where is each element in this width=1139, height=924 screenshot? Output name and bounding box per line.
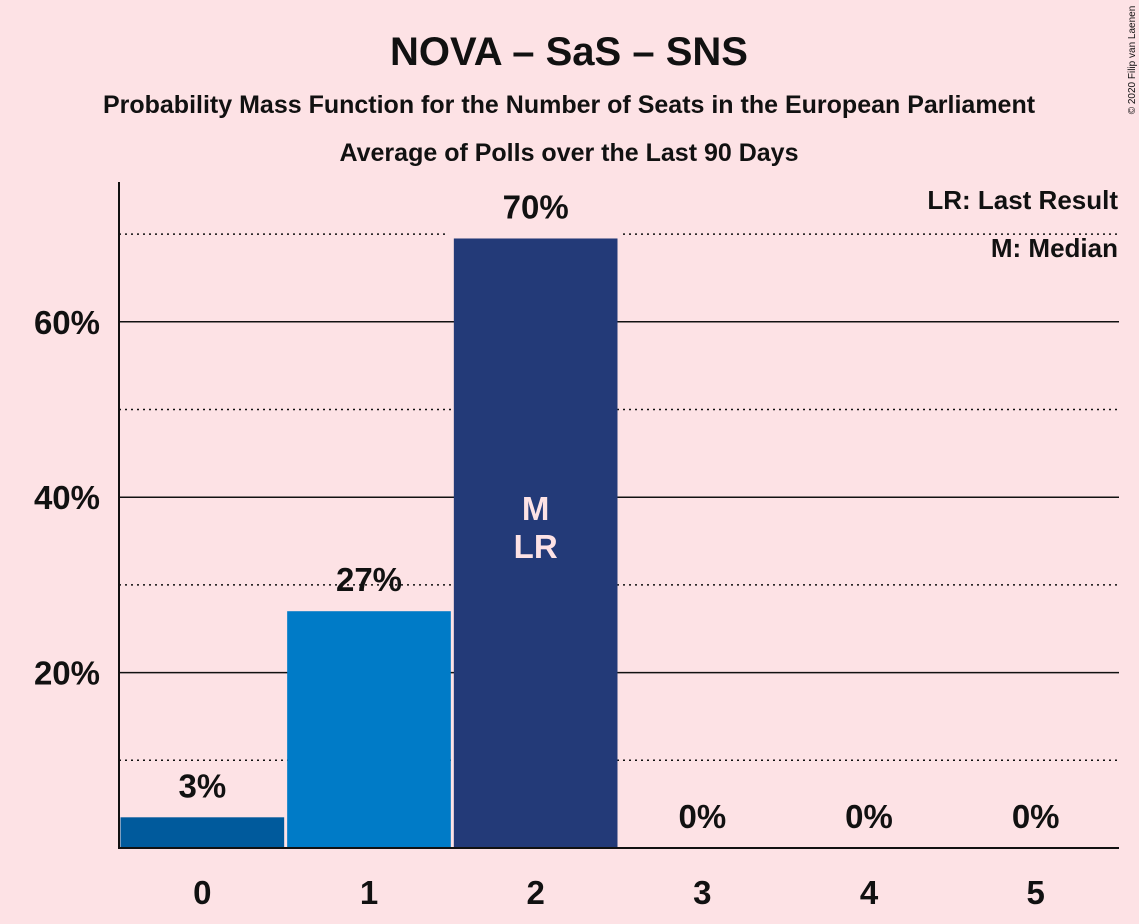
gridlines bbox=[119, 233, 1119, 762]
x-tick-label: 4 bbox=[860, 874, 879, 911]
bar bbox=[120, 817, 285, 848]
bar-gap bbox=[115, 808, 290, 818]
chart-subtitle: Probability Mass Function for the Number… bbox=[103, 91, 1036, 119]
bar-value-label: 0% bbox=[678, 798, 726, 835]
in-bar-marker: LR bbox=[514, 528, 558, 565]
bar-gap bbox=[282, 602, 456, 612]
bar-value-label: 0% bbox=[845, 798, 893, 835]
y-tick-label: 40% bbox=[34, 479, 100, 516]
y-axis-labels: 20% 40% 60% bbox=[34, 304, 100, 692]
copyright: © 2020 Filip van Laenen bbox=[1127, 6, 1138, 115]
x-tick-label: 0 bbox=[193, 874, 211, 911]
bar bbox=[453, 238, 618, 849]
bar bbox=[287, 611, 451, 848]
bar-value-label: 0% bbox=[1012, 798, 1060, 835]
bar-value-labels: 3% 27% 70% 0% 0% 0% bbox=[178, 188, 1059, 835]
x-tick-label: 5 bbox=[1026, 874, 1044, 911]
x-tick-label: 1 bbox=[360, 874, 378, 911]
x-axis-labels: 0 1 2 3 4 5 bbox=[193, 874, 1045, 911]
bar-value-label: 27% bbox=[336, 561, 402, 598]
bar-gap bbox=[448, 229, 623, 239]
in-bar-markers: MLR bbox=[514, 490, 558, 565]
chart-title: NOVA – SaS – SNS bbox=[390, 30, 748, 74]
legend-last-result: LR: Last Result bbox=[927, 185, 1118, 215]
x-tick-label: 3 bbox=[693, 874, 711, 911]
bar-value-label: 3% bbox=[178, 767, 226, 804]
in-bar-marker: M bbox=[522, 490, 550, 527]
legend-median: M: Median bbox=[991, 233, 1118, 263]
bars bbox=[115, 229, 623, 849]
y-tick-label: 20% bbox=[34, 655, 100, 692]
x-tick-label: 2 bbox=[526, 874, 544, 911]
chart-subtitle-2: Average of Polls over the Last 90 Days bbox=[340, 139, 799, 167]
y-tick-label: 60% bbox=[34, 304, 100, 341]
bar-value-label: 70% bbox=[503, 188, 569, 225]
